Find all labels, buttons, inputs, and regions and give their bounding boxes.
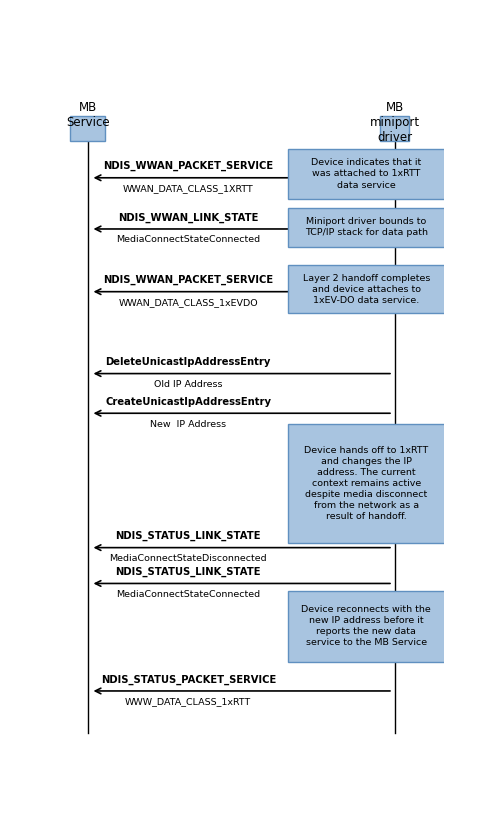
Text: MediaConnectStateConnected: MediaConnectStateConnected	[116, 590, 260, 599]
FancyBboxPatch shape	[288, 424, 445, 543]
Text: NDIS_WWAN_PACKET_SERVICE: NDIS_WWAN_PACKET_SERVICE	[103, 161, 273, 171]
FancyBboxPatch shape	[288, 265, 445, 312]
FancyBboxPatch shape	[288, 208, 445, 247]
FancyBboxPatch shape	[381, 116, 409, 140]
Text: WWAN_DATA_CLASS_1xEVDO: WWAN_DATA_CLASS_1xEVDO	[118, 298, 258, 307]
FancyBboxPatch shape	[288, 149, 445, 199]
FancyBboxPatch shape	[288, 591, 445, 661]
Text: NDIS_WWAN_PACKET_SERVICE: NDIS_WWAN_PACKET_SERVICE	[103, 275, 273, 285]
Text: NDIS_STATUS_PACKET_SERVICE: NDIS_STATUS_PACKET_SERVICE	[101, 674, 276, 685]
Text: MB
miniport
driver: MB miniport driver	[370, 101, 420, 144]
Text: New  IP Address: New IP Address	[150, 420, 226, 429]
Text: WWW_DATA_CLASS_1xRTT: WWW_DATA_CLASS_1xRTT	[125, 697, 251, 706]
Text: DeleteUnicastIpAddressEntry: DeleteUnicastIpAddressEntry	[106, 357, 271, 367]
Text: MediaConnectStateConnected: MediaConnectStateConnected	[116, 235, 260, 244]
Text: CreateUnicastIpAddressEntry: CreateUnicastIpAddressEntry	[106, 397, 271, 407]
Text: Miniport driver bounds to
TCP/IP stack for data path: Miniport driver bounds to TCP/IP stack f…	[305, 218, 428, 238]
FancyBboxPatch shape	[70, 116, 105, 140]
Text: Old IP Address: Old IP Address	[154, 380, 222, 389]
Text: MB
Service: MB Service	[66, 101, 109, 129]
Text: Device hands off to 1xRTT
and changes the IP
address. The current
context remain: Device hands off to 1xRTT and changes th…	[304, 446, 428, 521]
Text: NDIS_STATUS_LINK_STATE: NDIS_STATUS_LINK_STATE	[115, 567, 261, 577]
Text: Layer 2 handoff completes
and device attaches to
1xEV-DO data service.: Layer 2 handoff completes and device att…	[303, 273, 430, 305]
Text: NDIS_STATUS_LINK_STATE: NDIS_STATUS_LINK_STATE	[115, 531, 261, 541]
Text: NDIS_WWAN_LINK_STATE: NDIS_WWAN_LINK_STATE	[118, 212, 258, 223]
Text: WWAN_DATA_CLASS_1XRTT: WWAN_DATA_CLASS_1XRTT	[123, 184, 254, 193]
Text: Device reconnects with the
new IP address before it
reports the new data
service: Device reconnects with the new IP addres…	[301, 605, 431, 647]
Text: Device indicates that it
was attached to 1xRTT
data service: Device indicates that it was attached to…	[311, 159, 422, 189]
Text: MediaConnectStateDisconnected: MediaConnectStateDisconnected	[109, 554, 267, 563]
